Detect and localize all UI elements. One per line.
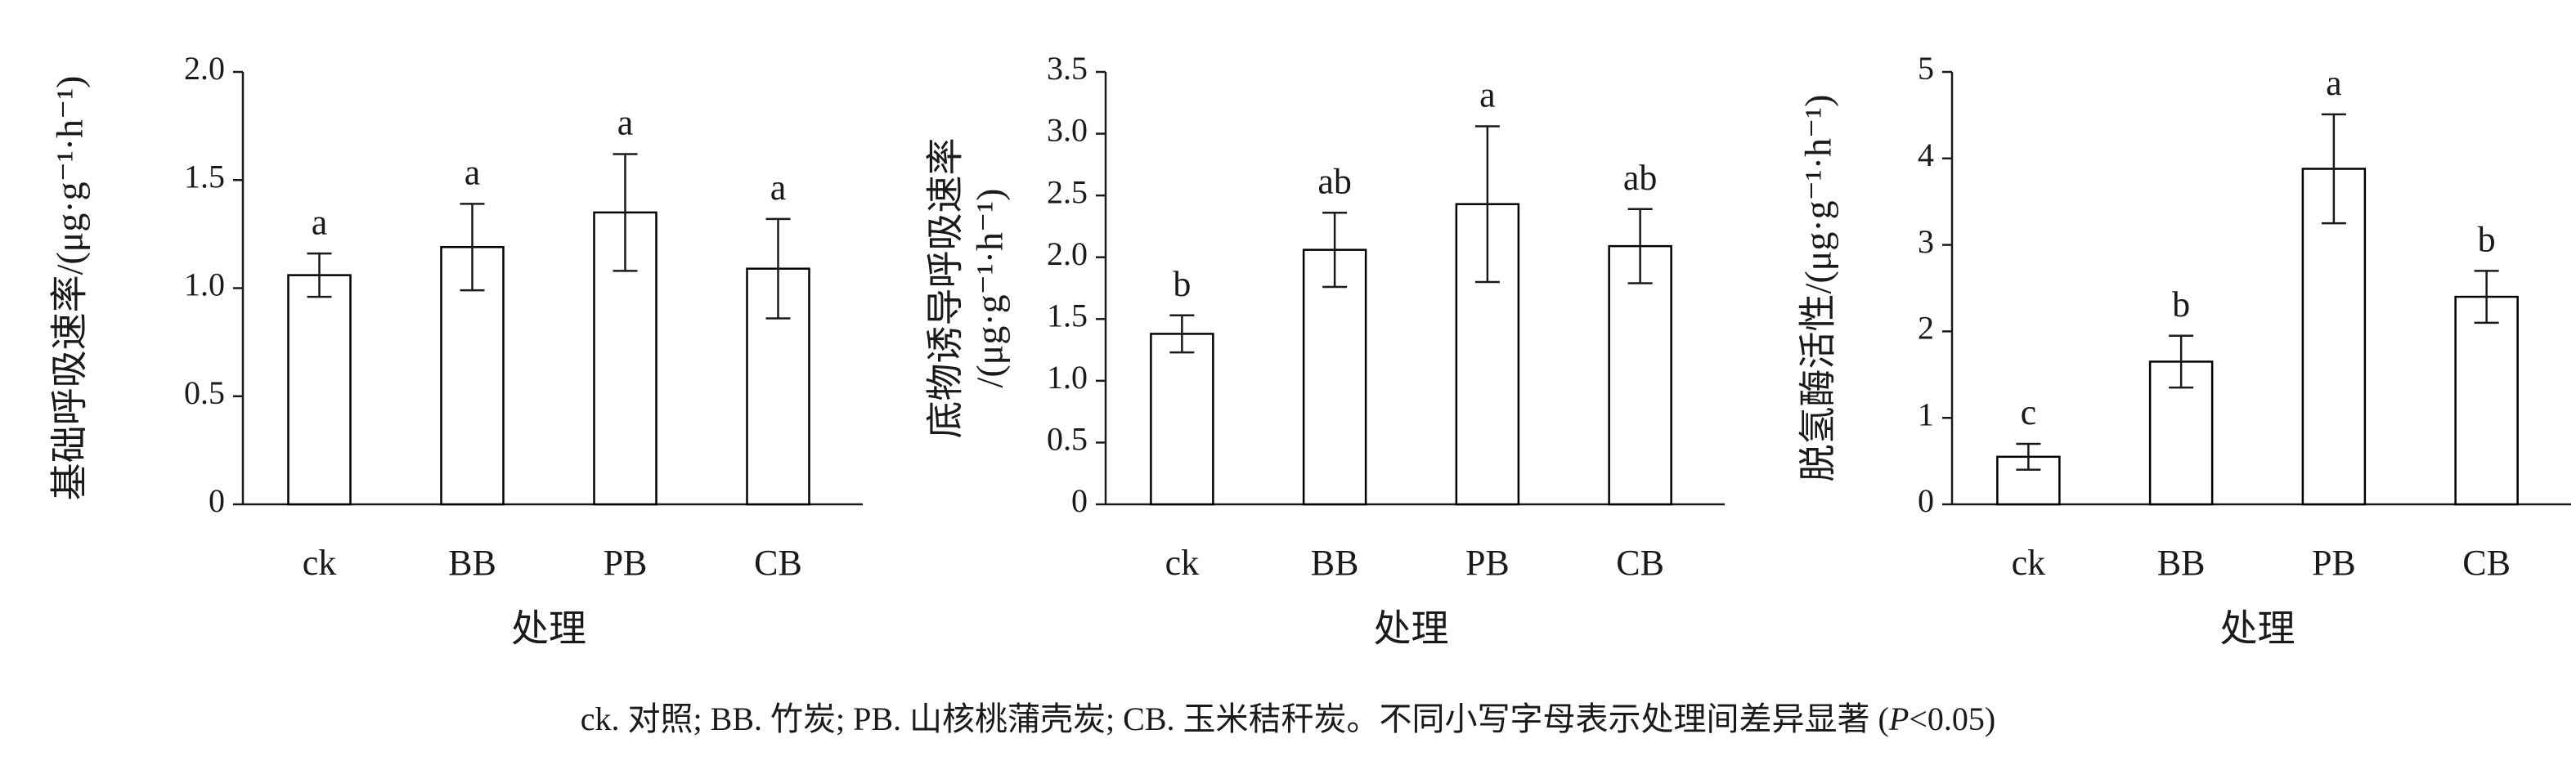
bar — [1150, 333, 1214, 506]
y-axis-label: /(μg·g⁻¹·h⁻¹) — [969, 189, 1011, 388]
x-tick-label: PB — [604, 543, 648, 583]
x-tick-label: CB — [754, 543, 802, 583]
significance-letter: b — [1173, 264, 1191, 304]
caption: ck. 对照; BB. 竹炭; PB. 山核桃蒲壳炭; CB. 玉米秸秆炭。不同… — [581, 701, 1995, 737]
y-tick-label: 1.5 — [184, 158, 225, 195]
x-tick-label: BB — [448, 543, 496, 583]
bar — [746, 267, 810, 506]
y-tick-label: 3 — [1918, 223, 1934, 260]
significance-letter: a — [617, 103, 634, 143]
y-tick-label: 3.5 — [1047, 50, 1088, 87]
x-tick-label: ck — [303, 543, 337, 583]
y-tick-label: 2 — [1918, 310, 1934, 347]
y-tick-label: 1.0 — [184, 266, 225, 303]
y-axis-label: 底物诱导呼吸速率 — [925, 138, 967, 439]
y-tick-label: 0 — [1918, 482, 1934, 519]
x-tick-label: BB — [1311, 543, 1359, 583]
significance-letter: ab — [1623, 158, 1658, 198]
y-tick-label: 1.5 — [1047, 297, 1088, 333]
caption-text: <0.05) — [1909, 701, 1995, 737]
caption-p: P — [1888, 701, 1909, 737]
bar — [1608, 244, 1672, 506]
x-tick-label: CB — [1616, 543, 1664, 583]
y-axis-label: 基础呼吸速率/(μg·g⁻¹·h⁻¹) — [49, 76, 91, 501]
y-tick-label: 5 — [1918, 50, 1934, 87]
significance-letter: b — [2172, 284, 2190, 325]
x-axis-label: 处理 — [511, 608, 586, 650]
y-tick-label: 0.5 — [184, 374, 225, 411]
significance-letter: a — [312, 202, 328, 242]
caption-text: ck. 对照; BB. 竹炭; PB. 山核桃蒲壳炭; CB. 玉米秸秆炭。不同… — [581, 701, 1889, 737]
x-tick-label: ck — [2012, 543, 2046, 583]
significance-letter: a — [2326, 63, 2342, 103]
y-tick-label: 2.5 — [1047, 173, 1088, 210]
significance-letter: ab — [1317, 161, 1352, 201]
bar — [287, 274, 352, 506]
bar — [593, 211, 657, 506]
bar — [2301, 168, 2367, 506]
y-tick-label: 2.0 — [1047, 235, 1088, 272]
y-tick-label: 0.5 — [1047, 421, 1088, 458]
x-tick-label: BB — [2157, 543, 2206, 583]
x-tick-label: CB — [2462, 543, 2511, 583]
significance-letter: a — [770, 168, 787, 208]
significance-letter: a — [1479, 75, 1496, 115]
bar — [1302, 248, 1367, 506]
y-tick-label: 1 — [1918, 396, 1934, 432]
y-tick-label: 0 — [209, 482, 225, 519]
x-tick-label: ck — [1165, 543, 1200, 583]
x-axis-label: 处理 — [2220, 608, 2296, 650]
y-axis-label: 脱氢酶活性/(μg·g⁻¹·h⁻¹) — [1797, 95, 1839, 482]
x-tick-label: PB — [2312, 543, 2356, 583]
y-tick-label: 4 — [1918, 137, 1934, 173]
x-tick-label: PB — [1465, 543, 1510, 583]
y-tick-label: 0 — [1071, 482, 1088, 519]
significance-letter: a — [464, 152, 481, 192]
y-tick-label: 2.0 — [184, 50, 225, 87]
x-axis-label: 处理 — [1374, 608, 1449, 650]
bar — [2454, 295, 2519, 506]
significance-letter: c — [2021, 392, 2037, 432]
y-tick-label: 3.0 — [1047, 112, 1088, 149]
significance-letter: b — [2478, 219, 2496, 259]
y-tick-label: 1.0 — [1047, 359, 1088, 396]
